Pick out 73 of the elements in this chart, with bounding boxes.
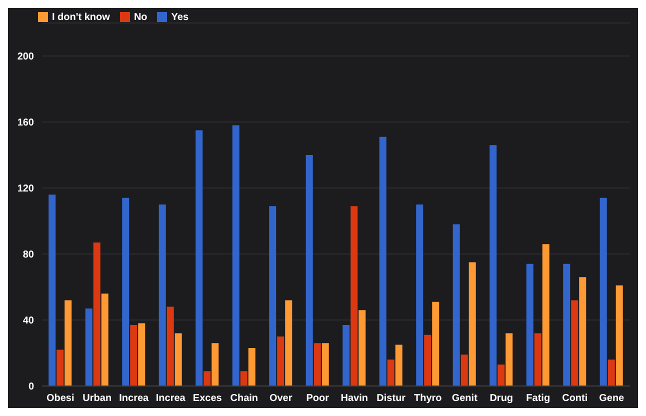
bar [571,300,578,386]
x-tick-label: Genit [452,393,478,404]
bar [490,145,497,386]
bar [358,310,366,386]
x-tick-label: Poor [306,393,330,404]
bar [616,285,623,386]
x-tick-label: Fatig [526,393,550,404]
bar [85,308,92,386]
bar [600,198,607,386]
bar [432,302,440,386]
bar [138,323,146,386]
bar [350,206,358,386]
bar [122,198,130,386]
y-tick-label: 200 [17,52,34,63]
x-tick-label: Havin [340,393,368,404]
bar [322,343,329,386]
x-tick-label: Increa [119,393,150,404]
bar [174,333,182,386]
y-tick-label: 40 [22,316,34,327]
x-tick-label: Urban [82,393,112,404]
bar [342,324,350,386]
bar [506,333,513,386]
bar [56,350,64,386]
bar [579,277,586,386]
bar [204,371,211,386]
x-tick-label: Distur [376,393,406,404]
y-tick-label: 0 [28,382,34,393]
bar [212,343,219,386]
bar [248,348,256,386]
bar [306,155,313,386]
bar [498,364,505,386]
legend-label: No [134,12,148,23]
legend-label: I don't know [52,12,110,23]
legend-label: Yes [171,12,189,23]
bar [387,360,394,386]
x-tick-label: Obesi [46,393,74,404]
x-tick-label: Thyro [414,393,442,404]
bar [158,204,166,386]
x-tick-label: Exces [192,393,222,404]
bar [452,224,460,386]
bar [93,242,100,386]
bar [232,125,240,386]
bar [277,336,284,386]
x-tick-label: Drug [490,393,514,404]
bar [240,371,248,386]
bar [379,136,386,386]
bar [285,300,292,386]
bar [130,324,138,386]
bar [166,306,174,386]
x-tick-label: Conti [562,393,588,404]
bar [563,264,570,386]
bar [468,262,476,386]
bar [314,343,321,386]
y-tick-label: 120 [17,184,34,195]
bar [395,344,402,386]
y-tick-label: 160 [17,118,34,129]
x-tick-label: Over [269,393,292,404]
bar [460,354,468,386]
bar [608,360,615,386]
bar [526,264,534,386]
bar [542,244,550,386]
y-tick-label: 80 [22,250,34,261]
x-tick-label: Chain [230,393,258,404]
bar [101,294,108,386]
bar [196,130,203,386]
x-tick-label: Increa [156,393,186,404]
bar [424,334,432,386]
bar [64,300,72,386]
bar [48,194,56,386]
bar [416,204,424,386]
bar [269,206,276,386]
x-tick-label: Gene [599,393,625,404]
bar [534,333,542,386]
